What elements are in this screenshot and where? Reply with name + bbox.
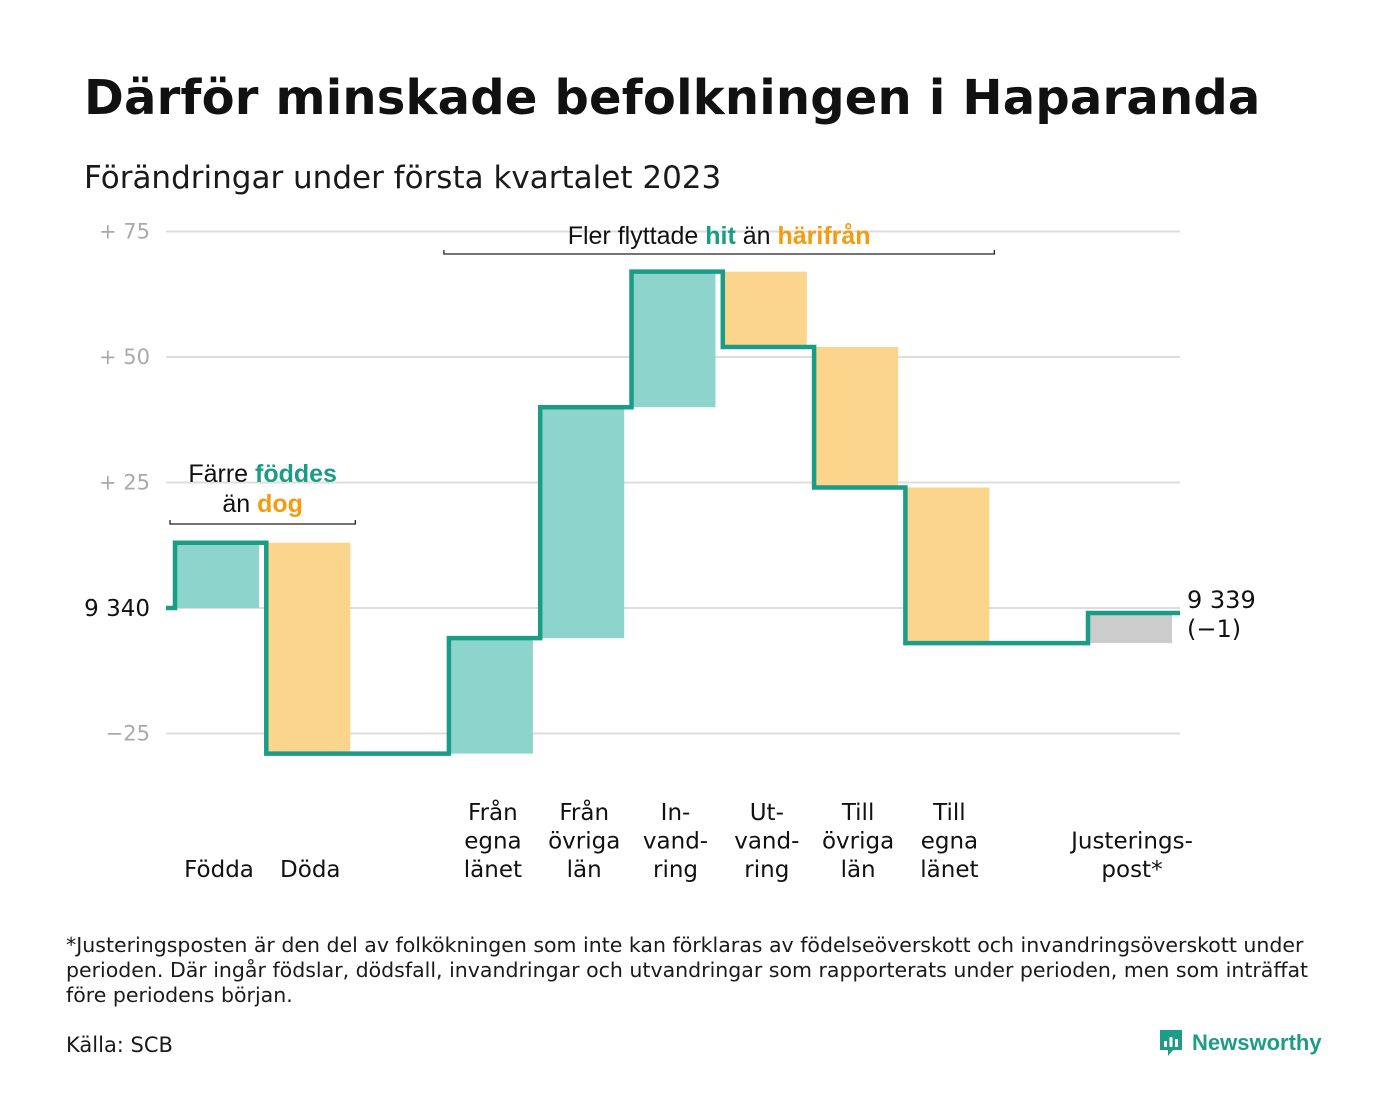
chart-subtitle: Förändringar under första kvartalet 2023 (84, 160, 722, 196)
bar-döda (266, 542, 351, 754)
category-label: In- (661, 800, 691, 826)
footnote: *Justeringsposten är den del av folkökni… (66, 933, 1309, 1007)
category-label: vand- (643, 829, 708, 855)
category-label: länet (464, 857, 522, 883)
baseline-label: 9 340 (84, 596, 150, 622)
annotation-bracket (169, 520, 356, 525)
annotation-text: Fler flyttade hit än härifrån (568, 222, 871, 250)
category-label: post* (1101, 857, 1162, 883)
category-label: egna (921, 829, 978, 855)
end-change-label: (−1) (1187, 615, 1241, 643)
y-tick-label: −25 (106, 722, 150, 746)
bar-födda (175, 542, 259, 608)
category-label: övriga (822, 829, 894, 855)
brand-name: Newsworthy (1192, 1030, 1322, 1055)
category-label: ring (653, 857, 698, 883)
bar-justeringspost- (1088, 613, 1172, 644)
category-label: Döda (280, 857, 340, 883)
category-label: egna (464, 829, 521, 855)
category-label: Från (559, 798, 609, 826)
category-label: övriga (548, 829, 620, 855)
annotation-text: än dog (222, 490, 303, 518)
newsworthy-logo-icon (1160, 1030, 1182, 1056)
category-label: Till (841, 800, 875, 826)
cumulative-step-line (166, 269, 1180, 756)
y-tick-label: + 25 (99, 471, 150, 495)
bar-till-egna-länet (905, 487, 990, 644)
bar-från-övriga-län (540, 407, 625, 639)
category-label: Ut- (750, 800, 784, 826)
category-label: vand- (734, 829, 799, 855)
category-label: Från (468, 798, 518, 826)
category-label: Födda (184, 857, 254, 883)
brand-logo[interactable]: Newsworthy (1158, 1028, 1322, 1058)
category-label: ring (744, 857, 789, 883)
category-label: län (567, 857, 602, 883)
y-tick-label: + 75 (99, 220, 150, 244)
end-value-label: 9 339 (1187, 586, 1256, 614)
category-label: län (841, 857, 876, 883)
category-label: Justerings- (1069, 829, 1193, 855)
annotation-text: Färre föddes (188, 460, 337, 488)
waterfall-chart: + 75 + 50 + 25 −25 9 340 9 339(−1) Födda Döda Fr… (84, 220, 1256, 884)
bar-till-övriga-län (814, 346, 899, 488)
bar-utvandring (722, 271, 807, 347)
chart-title: Därför minskade befolkningen i Haparanda (84, 70, 1261, 126)
category-label: Till (932, 800, 966, 826)
annotation-bracket (443, 250, 996, 255)
y-tick-label: + 50 (99, 345, 150, 369)
source-label: Källa: SCB (66, 1033, 173, 1057)
bar-invandring (631, 271, 716, 408)
category-label: länet (920, 857, 978, 883)
bar-från-egna-länet (448, 638, 533, 754)
